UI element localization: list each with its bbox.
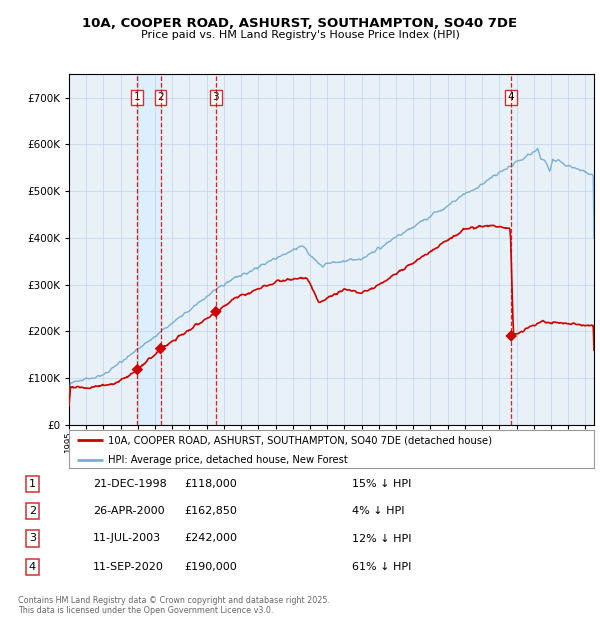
- Point: [133, 365, 142, 374]
- Text: 2: 2: [29, 507, 36, 516]
- Text: £242,000: £242,000: [184, 533, 237, 544]
- Text: £162,850: £162,850: [184, 507, 237, 516]
- Text: 4: 4: [29, 562, 36, 572]
- Text: £118,000: £118,000: [184, 479, 237, 489]
- Text: 4: 4: [508, 92, 515, 102]
- Text: £190,000: £190,000: [184, 562, 237, 572]
- Text: 3: 3: [29, 533, 36, 544]
- Text: 3: 3: [212, 92, 219, 102]
- Text: Contains HM Land Registry data © Crown copyright and database right 2025.
This d: Contains HM Land Registry data © Crown c…: [18, 596, 330, 615]
- Text: 11-JUL-2003: 11-JUL-2003: [93, 533, 161, 544]
- Text: 10A, COOPER ROAD, ASHURST, SOUTHAMPTON, SO40 7DE (detached house): 10A, COOPER ROAD, ASHURST, SOUTHAMPTON, …: [109, 435, 493, 445]
- Text: 61% ↓ HPI: 61% ↓ HPI: [352, 562, 412, 572]
- Text: 26-APR-2000: 26-APR-2000: [93, 507, 164, 516]
- Text: HPI: Average price, detached house, New Forest: HPI: Average price, detached house, New …: [109, 454, 348, 464]
- Text: 15% ↓ HPI: 15% ↓ HPI: [352, 479, 412, 489]
- Point: [156, 343, 166, 353]
- Text: 11-SEP-2020: 11-SEP-2020: [93, 562, 164, 572]
- Text: 12% ↓ HPI: 12% ↓ HPI: [352, 533, 412, 544]
- Point: [211, 307, 221, 317]
- Bar: [137, 74, 161, 425]
- Text: 4% ↓ HPI: 4% ↓ HPI: [352, 507, 404, 516]
- Point: [506, 331, 516, 341]
- Text: 10A, COOPER ROAD, ASHURST, SOUTHAMPTON, SO40 7DE: 10A, COOPER ROAD, ASHURST, SOUTHAMPTON, …: [82, 17, 518, 30]
- Text: Price paid vs. HM Land Registry's House Price Index (HPI): Price paid vs. HM Land Registry's House …: [140, 30, 460, 40]
- Text: 1: 1: [29, 479, 36, 489]
- Text: 2: 2: [157, 92, 164, 102]
- Text: 21-DEC-1998: 21-DEC-1998: [93, 479, 167, 489]
- Text: 1: 1: [134, 92, 140, 102]
